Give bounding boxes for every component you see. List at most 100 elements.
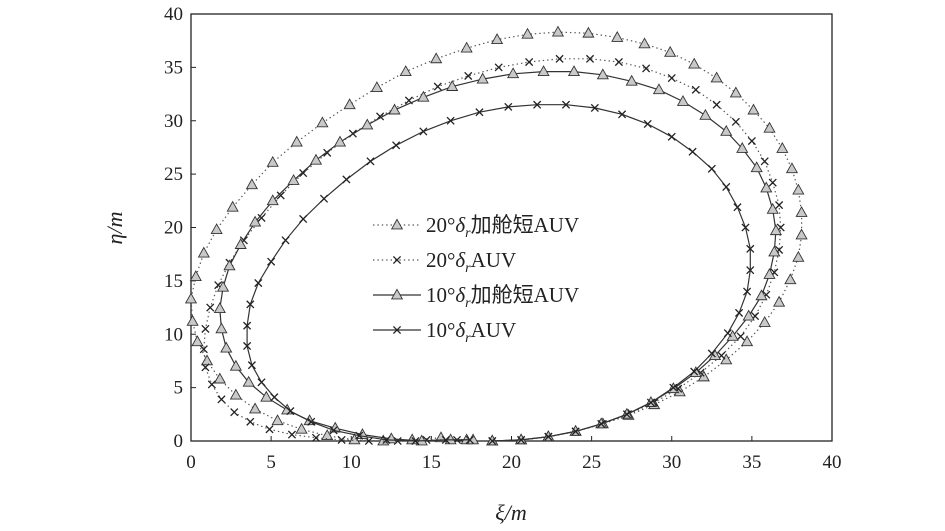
triangle-marker: [785, 162, 799, 174]
triangle-marker: [184, 292, 198, 304]
triangle-marker: [361, 118, 374, 130]
x-marker: [270, 393, 279, 402]
x-marker: [311, 433, 321, 442]
triangle-marker: [333, 135, 347, 147]
triangle-marker: [287, 174, 300, 185]
triangle-marker: [249, 402, 262, 414]
x-marker: [392, 255, 402, 265]
x-marker: [392, 325, 402, 335]
x-marker: [299, 168, 308, 178]
triangle-marker: [763, 267, 776, 279]
x-marker: [743, 287, 752, 296]
triangle-marker: [290, 135, 303, 147]
legend: 20°δr加舱短AUV 20°δrAUV 10°δr加舱短AUV 10°δrAUV: [373, 213, 579, 346]
triangle-marker: [229, 388, 242, 400]
triangle-marker: [476, 72, 489, 84]
x-marker: [571, 427, 580, 436]
x-marker: [247, 361, 256, 370]
triangle-marker: [210, 223, 223, 235]
x-marker: [199, 345, 208, 354]
x-marker: [688, 147, 697, 156]
triangle-marker: [213, 372, 226, 384]
x-marker: [561, 100, 571, 109]
x-marker: [669, 383, 678, 392]
x-marker: [488, 436, 497, 446]
triangle-marker: [234, 238, 247, 249]
triangle-marker: [260, 390, 273, 402]
x-marker: [555, 54, 564, 63]
x-marker: [760, 157, 769, 166]
axis-ticks: 0 5 10 15 20 25 30 35 40 0 5 10 15 20 25 30 35 40: [164, 4, 842, 473]
triangle-marker: [249, 215, 262, 227]
x-marker: [342, 175, 351, 184]
triangle-marker: [521, 27, 534, 39]
x-marker: [201, 363, 210, 372]
x-marker: [741, 223, 750, 232]
x-marker: [597, 419, 606, 428]
x-marker: [281, 236, 290, 245]
triangle-marker: [768, 245, 781, 257]
triangle-marker: [223, 259, 236, 271]
triangle-marker: [216, 280, 230, 292]
triangle-marker: [758, 315, 771, 327]
triangle-marker: [370, 81, 383, 93]
triangle-marker: [625, 74, 638, 86]
x-marker: [257, 378, 266, 387]
x-tick-label: 40: [823, 452, 842, 473]
x-marker: [206, 303, 215, 312]
x-marker: [722, 182, 731, 191]
triangle-marker: [688, 57, 701, 69]
triangle-marker: [266, 155, 279, 167]
x-marker: [307, 417, 316, 426]
x-marker: [691, 85, 700, 94]
x-marker: [287, 430, 297, 439]
triangle-marker: [507, 67, 520, 79]
triangle-marker: [229, 359, 242, 371]
legend-entry: 10°δr加舱短AUV: [373, 283, 579, 311]
y-tick-label: 15: [164, 271, 183, 292]
x-marker: [667, 132, 676, 141]
triangle-marker: [747, 103, 760, 115]
triangle-marker: [792, 183, 805, 195]
x-marker: [230, 408, 239, 417]
x-marker: [254, 278, 263, 288]
x-marker: [337, 435, 346, 444]
triangle-marker: [766, 202, 779, 214]
x-marker: [746, 266, 755, 275]
x-marker: [643, 119, 652, 129]
x-marker: [207, 380, 216, 389]
triangle-marker: [226, 200, 239, 212]
x-marker: [747, 136, 756, 146]
triangle-marker: [699, 108, 712, 120]
x-marker: [246, 300, 255, 309]
x-marker: [419, 127, 428, 136]
triangle-marker: [567, 65, 581, 77]
x-tick-label: 30: [662, 452, 681, 473]
x-marker: [775, 201, 784, 210]
x-tick-label: 20: [502, 452, 521, 473]
legend-label: 10°δrAUV: [426, 318, 516, 346]
triangle-marker: [736, 141, 749, 153]
triangle-marker: [755, 289, 768, 301]
x-marker: [465, 435, 474, 444]
x-marker: [590, 103, 599, 112]
triangle-marker: [220, 341, 233, 353]
triangle-marker: [795, 228, 808, 240]
triangle-marker: [321, 429, 334, 441]
triangle-marker: [676, 95, 690, 106]
x-marker: [265, 425, 274, 434]
triangle-marker: [795, 206, 808, 217]
x-marker: [734, 308, 744, 317]
x-marker: [622, 410, 631, 419]
triangle-marker: [390, 288, 404, 300]
triangle-marker: [399, 65, 412, 77]
x-marker: [525, 57, 534, 67]
x-tick-label: 5: [266, 452, 276, 473]
x-marker: [366, 157, 375, 166]
x-marker: [475, 108, 484, 117]
legend-label: 20°δrAUV: [426, 248, 516, 276]
triangle-marker: [197, 246, 210, 258]
triangle-marker: [760, 181, 773, 193]
triangle-marker: [776, 141, 789, 153]
